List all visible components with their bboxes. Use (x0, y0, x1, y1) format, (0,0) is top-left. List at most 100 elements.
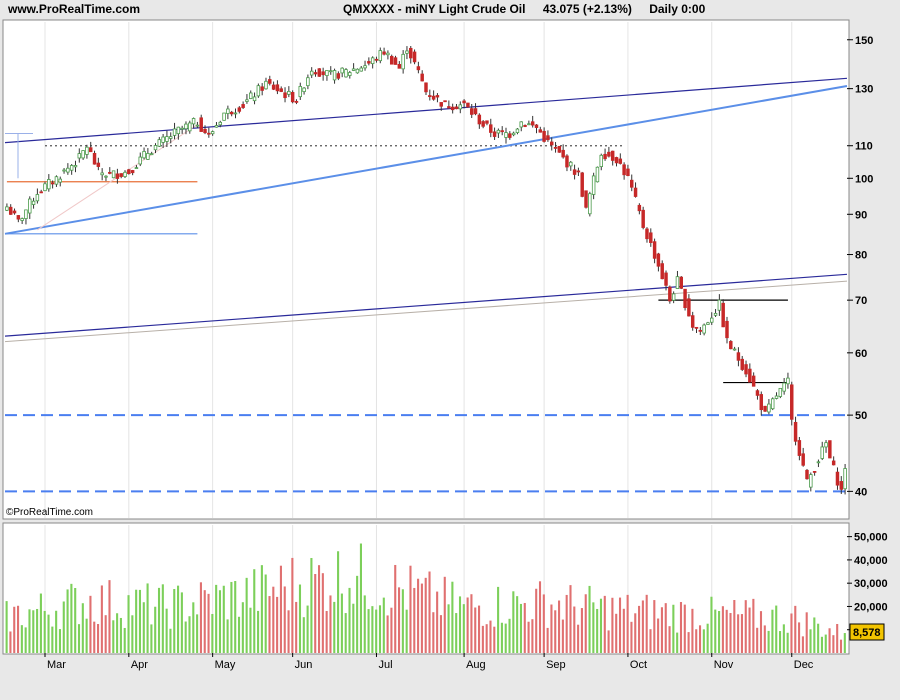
candle-body (237, 107, 242, 112)
candle-body (241, 104, 245, 108)
volume-bar (359, 543, 362, 653)
volume-bar (630, 621, 633, 653)
candle-body (203, 128, 207, 134)
candle-body (424, 82, 428, 93)
volume-bar (687, 632, 690, 653)
candle-body (252, 96, 257, 102)
candle-body (572, 169, 577, 175)
month-tick-label: Aug (466, 659, 486, 671)
volume-bar (695, 629, 698, 653)
candle-body (214, 125, 219, 128)
price-tick-label: 40 (855, 486, 867, 498)
candle-body (386, 52, 390, 56)
volume-bar (417, 578, 420, 653)
volume-bar (409, 565, 412, 653)
volume-last-label: 8,578 (853, 627, 881, 639)
candle-body (668, 286, 672, 302)
candle-body (835, 471, 840, 486)
candle-body (24, 209, 28, 219)
candle-body (340, 67, 344, 74)
candle-body (565, 155, 569, 168)
candle-body (740, 358, 744, 370)
volume-bar (62, 601, 65, 653)
volume-bar (112, 620, 115, 653)
volume-bar (786, 632, 789, 653)
volume-bar (337, 551, 340, 653)
volume-bar (554, 610, 557, 653)
volume-bar (222, 585, 225, 653)
candle-body (256, 85, 261, 97)
candle-body (31, 200, 36, 205)
volume-bar (142, 602, 145, 653)
volume-bar (577, 624, 580, 653)
candle-body (146, 153, 150, 160)
candle-body (111, 170, 116, 179)
volume-bar (287, 610, 290, 653)
volume-bar (702, 629, 705, 653)
volume-bar (683, 604, 686, 653)
volume-bar (500, 622, 503, 653)
candle-body (519, 121, 523, 128)
candle-body (816, 461, 821, 464)
candle-body (729, 341, 733, 350)
volume-bar (611, 597, 614, 653)
candle-body (226, 108, 230, 114)
volume-bar (321, 573, 324, 653)
volume-bar (58, 629, 62, 653)
candle-body (127, 169, 131, 175)
volume-bar (645, 594, 648, 653)
candle-body (306, 77, 310, 87)
candle-body (233, 112, 238, 115)
candles (5, 45, 847, 495)
candle-body (302, 87, 306, 93)
candle-body (500, 130, 504, 133)
candle-body (35, 194, 40, 202)
volume-bar (805, 612, 808, 653)
site-url[interactable]: www.ProRealTime.com (8, 2, 141, 16)
candle-body (50, 182, 55, 185)
volume-bar (180, 592, 183, 653)
volume-bars (5, 543, 846, 653)
volume-bar (394, 564, 397, 653)
volume-bar (333, 601, 336, 653)
volume-bar (386, 615, 389, 653)
candle-body (751, 375, 756, 387)
candle-body (702, 324, 706, 334)
volume-bar (39, 593, 42, 653)
volume-bar (516, 596, 519, 653)
volume-bar (443, 576, 446, 653)
price-tick-label: 70 (855, 295, 867, 307)
volume-bar (401, 589, 404, 653)
candle-body (54, 176, 59, 185)
volume-bar (104, 615, 107, 653)
volume-bar (771, 609, 774, 653)
candle-body (336, 73, 341, 79)
candle-body (382, 51, 386, 55)
volume-bar (497, 586, 500, 653)
candle-body (454, 106, 459, 110)
volume-bar (817, 623, 820, 653)
candle-body (435, 95, 440, 98)
volume-bar (89, 595, 92, 653)
candle-body (584, 190, 588, 208)
candle-body (249, 92, 253, 99)
month-tick-label: Mar (47, 659, 66, 671)
volume-bar (260, 565, 263, 653)
volume-bar (813, 617, 816, 653)
candle-body (168, 136, 173, 139)
candle-body (298, 86, 303, 98)
candle-body (138, 156, 142, 165)
candle-body (264, 80, 268, 90)
volume-bar (127, 595, 130, 653)
volume-bar (329, 595, 332, 653)
volume-bar (150, 624, 153, 653)
candle-body (607, 151, 611, 157)
volume-bar (43, 610, 46, 653)
candle-body (439, 102, 443, 107)
volume-tick-label: 40,000 (854, 555, 888, 567)
candle-body (721, 302, 725, 328)
volume-bar (794, 605, 797, 653)
volume-bar (413, 587, 416, 653)
volume-bar (462, 604, 465, 653)
